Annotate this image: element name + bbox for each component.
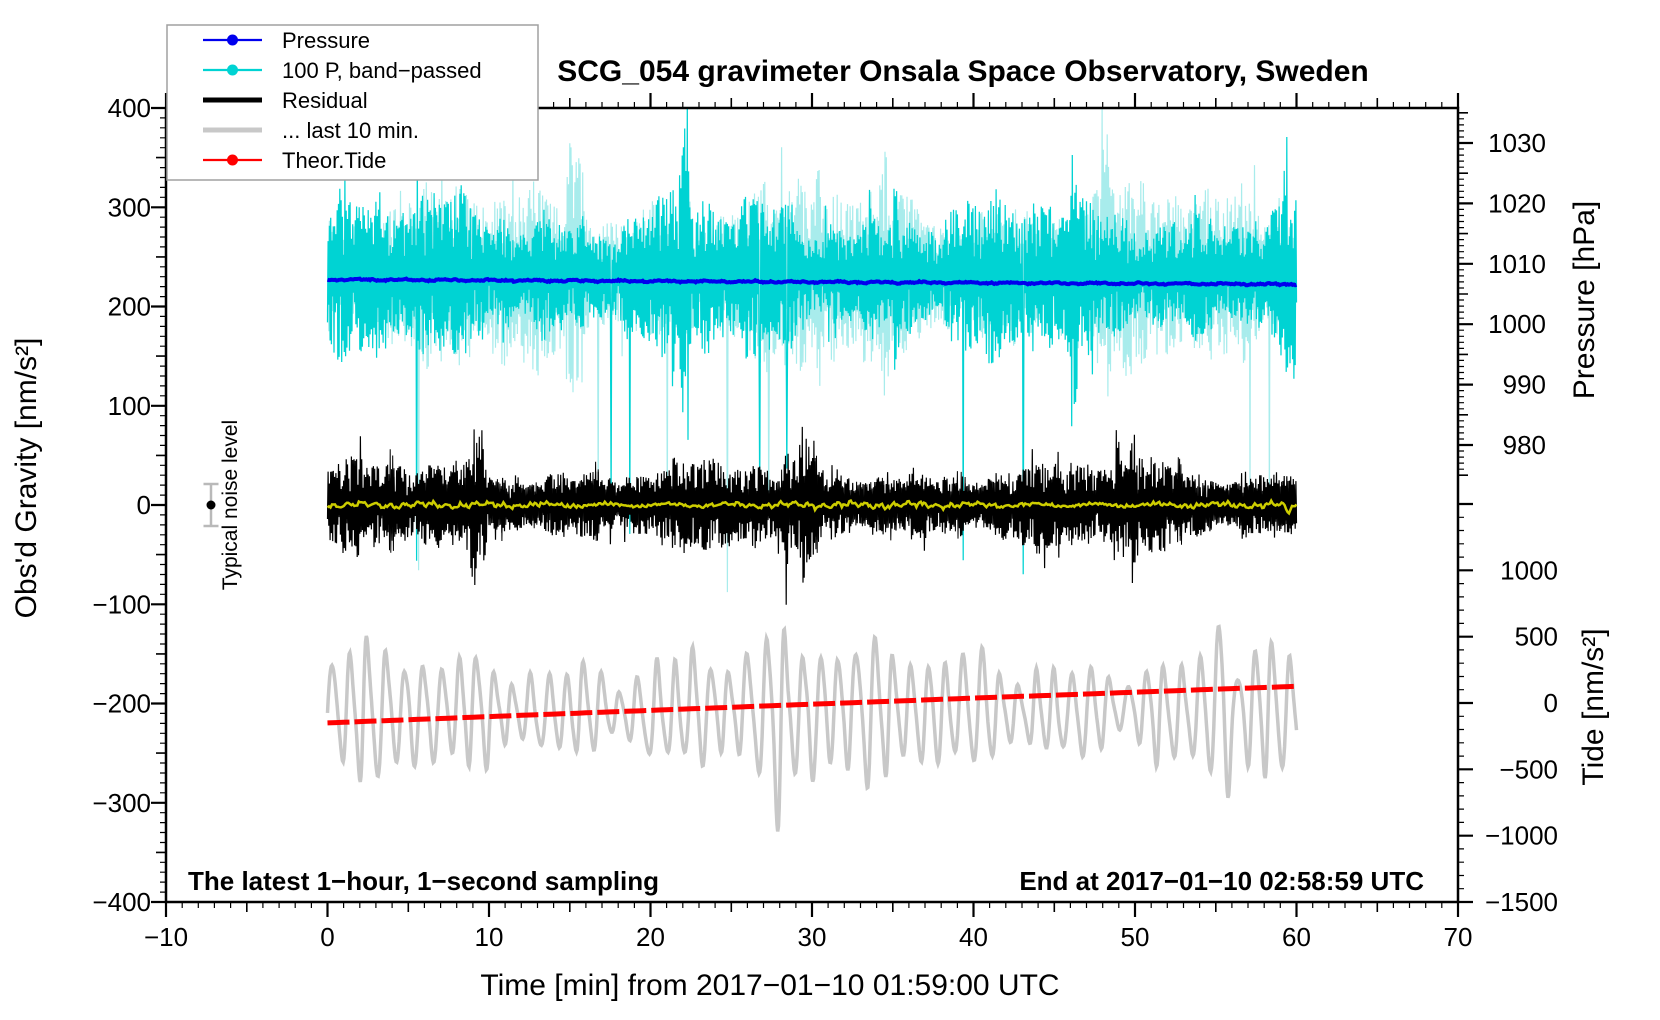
legend-dot-sample bbox=[227, 64, 238, 76]
gravity-tick-label: 200 bbox=[108, 292, 151, 322]
x-tick-label: 50 bbox=[1121, 922, 1150, 952]
residual-series bbox=[326, 426, 1298, 605]
gravity-tick-label: −200 bbox=[92, 689, 151, 719]
legend: Pressure 100 P, band−passed Residual ...… bbox=[166, 24, 539, 181]
legend-item-last-10-min: ... last 10 min. bbox=[203, 118, 419, 143]
tide-tick-label: −1500 bbox=[1485, 887, 1558, 917]
gravity-tick-label: 400 bbox=[108, 93, 151, 123]
x-tick-label: −10 bbox=[144, 922, 188, 952]
x-tick-label: 70 bbox=[1444, 922, 1473, 952]
legend-item-residual: Residual bbox=[203, 88, 368, 113]
legend-dot-sample bbox=[227, 34, 238, 46]
pressure-tick-label: 1010 bbox=[1488, 249, 1546, 279]
gravity-tick-label: 300 bbox=[108, 192, 151, 222]
legend-item-theor-tide: Theor.Tide bbox=[203, 148, 386, 173]
pressure-tick-label: 1020 bbox=[1488, 188, 1546, 218]
legend-label: Theor.Tide bbox=[282, 148, 386, 173]
y-axis-tide-title: Tide [nm/s²] bbox=[1577, 628, 1610, 785]
sampling-annotation: The latest 1−hour, 1−second sampling bbox=[188, 866, 659, 896]
x-tick-label: 0 bbox=[320, 922, 334, 952]
gravity-tick-label: 0 bbox=[137, 490, 151, 520]
tide-tick-label: −1000 bbox=[1485, 821, 1558, 851]
pressure-band-passed-series bbox=[326, 108, 1298, 575]
residual-last-10-min-series bbox=[325, 624, 1299, 832]
legend-label: Residual bbox=[282, 88, 368, 113]
x-axis-title: Time [min] from 2017−01−10 01:59:00 UTC bbox=[480, 969, 1059, 1002]
pressure-series bbox=[326, 276, 1298, 288]
noise-level-marker: Typical noise level bbox=[203, 420, 242, 590]
legend-item-band-passed: 100 P, band−passed bbox=[203, 58, 482, 83]
legend-item-pressure: Pressure bbox=[203, 28, 370, 53]
legend-label: Pressure bbox=[282, 28, 370, 53]
plot-title: SCG_054 gravimeter Onsala Space Observat… bbox=[557, 55, 1369, 88]
pressure-tick-label: 990 bbox=[1503, 370, 1546, 400]
tide-tick-label: 0 bbox=[1544, 688, 1558, 718]
x-tick-label: 40 bbox=[959, 922, 988, 952]
series-layer bbox=[325, 108, 1299, 832]
tide-tick-label: 1000 bbox=[1500, 555, 1558, 585]
x-tick-label: 30 bbox=[798, 922, 827, 952]
residual-smoothed-series bbox=[326, 498, 1298, 516]
pressure-tick-label: 1000 bbox=[1488, 309, 1546, 339]
tide-tick-label: −500 bbox=[1499, 754, 1558, 784]
x-tick-label: 20 bbox=[636, 922, 665, 952]
tide-tick-label: 500 bbox=[1515, 622, 1558, 652]
pressure-tick-label: 1030 bbox=[1488, 128, 1546, 158]
x-tick-label: 60 bbox=[1282, 922, 1311, 952]
gravity-tick-label: −300 bbox=[92, 788, 151, 818]
gravity-tick-label: −400 bbox=[92, 887, 151, 917]
gravity-tick-label: −100 bbox=[92, 589, 151, 619]
legend-dot-sample bbox=[227, 154, 238, 166]
legend-label: 100 P, band−passed bbox=[282, 58, 482, 83]
noise-dot bbox=[206, 500, 216, 510]
pressure-tick-label: 980 bbox=[1503, 430, 1546, 460]
legend-label: ... last 10 min. bbox=[282, 118, 419, 143]
y-axis-pressure-title: Pressure [hPa] bbox=[1568, 201, 1601, 399]
noise-level-label: Typical noise level bbox=[219, 420, 242, 590]
x-tick-label: 10 bbox=[475, 922, 504, 952]
y-axis-left-title: Obs'd Gravity [nm/s²] bbox=[10, 338, 43, 619]
tick-labels-layer: −10 0 10 20 30 40 50 60 704003002001000−100−200−… bbox=[92, 93, 1558, 952]
end-time-annotation: End at 2017−01−10 02:58:59 UTC bbox=[1019, 866, 1424, 896]
major-ticks bbox=[151, 93, 1473, 917]
gravity-tick-label: 100 bbox=[108, 391, 151, 421]
